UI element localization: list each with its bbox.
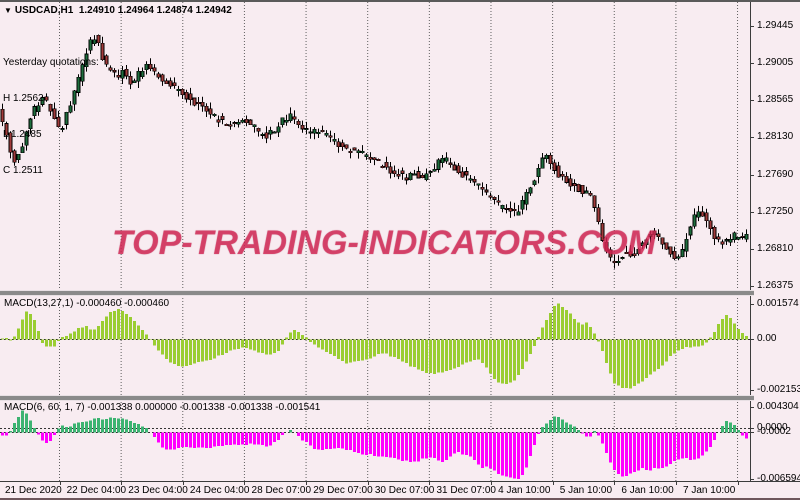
- price-axis-label: 1.29445: [757, 20, 794, 31]
- time-axis-label: 22 Dec 04:00: [66, 485, 127, 496]
- axis-tick: [182, 481, 184, 485]
- price-axis-label: 1.27690: [757, 168, 794, 180]
- yesterday-quotations: Yesterday quotations: H 1.2562 L 1.2485 …: [3, 33, 99, 201]
- macd2-axis-label: -0.0002: [757, 426, 791, 437]
- axis-tick: [750, 390, 754, 391]
- axis-tick: [59, 481, 61, 485]
- macd1-axis-label: -0.002153: [757, 384, 800, 395]
- quotations-heading: Yesterday quotations:: [3, 57, 99, 68]
- axis-tick: [367, 481, 369, 485]
- axis-tick: [750, 286, 754, 288]
- symbol-period-label: USDCAD,H1: [14, 5, 74, 16]
- axis-tick: [750, 339, 754, 340]
- time-axis-label: 29 Dec 07:00: [313, 485, 373, 496]
- macd1-histogram-chart[interactable]: [0, 295, 750, 395]
- axis-tick: [750, 137, 754, 139]
- axis-tick: [737, 481, 739, 485]
- macd2-axis-label: -0.006594: [757, 473, 800, 484]
- time-axis-label: 24 Dec 04:00: [189, 485, 250, 496]
- price-axis-label: 1.29005: [757, 57, 794, 69]
- chart-header: ▼ USDCAD,H1 1.24910 1.24964 1.24874 1.249…: [4, 5, 232, 16]
- quotations-low: L 1.2485: [3, 129, 42, 140]
- axis-tick: [750, 432, 754, 433]
- time-axis-label: 4 Jan 10:00: [498, 485, 551, 496]
- price-axis-label: 1.26375: [757, 280, 794, 292]
- macd1-axis-label: 0.00: [757, 333, 777, 344]
- macd1-axis-label: 0.001574: [757, 298, 799, 309]
- macd2-axis-label: 0.004304: [757, 401, 799, 412]
- time-axis-label: 30 Dec 07:00: [374, 485, 435, 496]
- axis-tick: [750, 63, 754, 65]
- time-axis-label: 5 Jan 10:00: [559, 485, 613, 496]
- candlestick-chart[interactable]: [0, 2, 750, 290]
- watermark-text: TOP-TRADING-INDICATORS.COM: [112, 224, 656, 262]
- axis-tick: [750, 304, 754, 305]
- axis-tick: [750, 211, 754, 213]
- time-axis-label: 28 Dec 07:00: [251, 485, 312, 496]
- macd2-axis-label: 0.0000: [757, 422, 788, 433]
- axis-tick: [750, 100, 754, 102]
- macd2-histogram-chart[interactable]: [0, 399, 750, 481]
- axis-tick: [750, 407, 754, 408]
- axis-tick: [614, 481, 616, 485]
- panel-splitter-1[interactable]: [0, 290, 754, 296]
- axis-tick: [750, 428, 754, 429]
- price-axis-line: [750, 2, 751, 481]
- time-axis-line: [0, 481, 800, 482]
- quotations-high: H 1.2562: [3, 93, 44, 104]
- time-axis-label: 31 Dec 07:00: [436, 485, 496, 496]
- macd2-label: MACD(6, 60, 1, 7) -0.001338 0.000000 -0.…: [4, 402, 321, 413]
- axis-tick: [750, 26, 754, 27]
- price-axis-label: 1.28130: [757, 131, 794, 143]
- axis-tick: [552, 481, 554, 485]
- time-axis-label: 6 Jan 10:00: [621, 485, 674, 496]
- axis-tick: [429, 481, 431, 485]
- axis-tick: [750, 248, 754, 250]
- axis-tick: [121, 481, 123, 485]
- axis-tick: [244, 481, 246, 485]
- time-axis-label: 21 Dec 2020: [5, 485, 62, 496]
- time-axis-label: 23 Dec 04:00: [128, 485, 188, 496]
- price-axis-label: 1.26810: [757, 242, 794, 254]
- price-axis-label: 1.28565: [757, 94, 794, 106]
- axis-tick: [750, 174, 754, 176]
- macd1-label: MACD(13,27,1) -0.000460 -0.000460: [4, 298, 170, 309]
- axis-tick: [675, 481, 677, 485]
- axis-tick: [490, 481, 492, 485]
- axis-tick: [750, 479, 754, 480]
- time-axis-label: 7 Jan 10:00: [683, 485, 736, 496]
- price-axis-label: 1.27250: [757, 205, 794, 217]
- chevron-down-icon[interactable]: ▼: [4, 6, 12, 15]
- quotations-close: C 1.2511: [3, 165, 43, 176]
- axis-tick: [306, 481, 308, 485]
- panel-splitter-2[interactable]: [0, 395, 754, 401]
- ohlc-values: 1.24910 1.24964 1.24874 1.24942: [78, 5, 232, 16]
